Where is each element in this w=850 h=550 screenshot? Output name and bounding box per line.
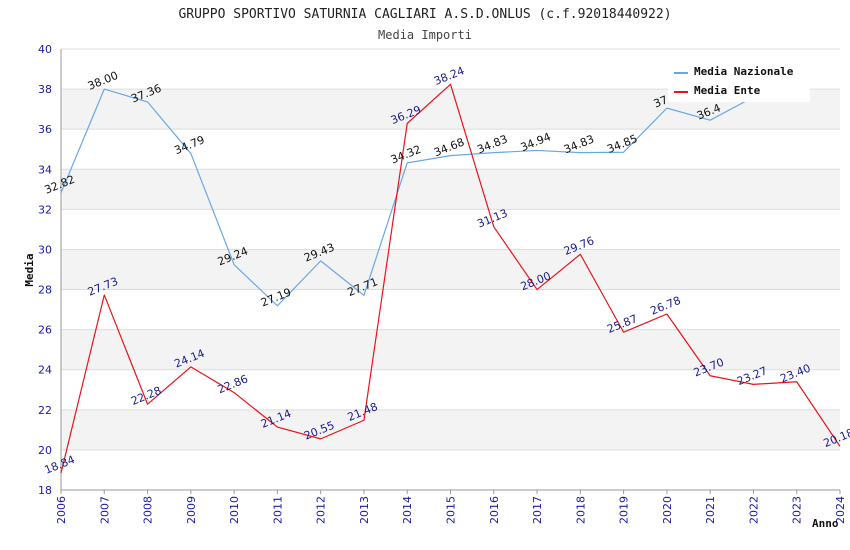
x-tick-2022: 2022 [747, 496, 760, 524]
y-tick-18: 18 [38, 484, 52, 497]
chart-title: GRUPPO SPORTIVO SATURNIA CAGLIARI A.S.D.… [178, 7, 671, 22]
x-tick-2011: 2011 [271, 496, 284, 524]
series-line-media-ente [60, 83, 841, 474]
data-label-media-ente-2016: 31.13 [475, 207, 509, 231]
data-label-media-ente-2008: 22.28 [129, 384, 163, 408]
band-28 [61, 249, 840, 290]
y-tick-labels: 18 20 22 24 26 28 30 32 34 36 38 40 [38, 43, 52, 497]
y-tick-40: 40 [38, 43, 52, 56]
x-tick-2014: 2014 [401, 496, 414, 524]
y-axis-label: Media [23, 253, 36, 286]
y-tick-38: 38 [38, 83, 52, 96]
legend-box [668, 60, 810, 102]
band-20 [61, 409, 840, 450]
x-tick-2016: 2016 [488, 496, 501, 524]
x-tick-2015: 2015 [445, 496, 458, 524]
y-tick-22: 22 [38, 404, 52, 417]
x-tick-2010: 2010 [228, 496, 241, 524]
y-tick-24: 24 [38, 364, 52, 377]
x-tick-2019: 2019 [618, 496, 631, 524]
y-tick-26: 26 [38, 324, 52, 337]
x-tick-2024: 2024 [834, 496, 847, 524]
x-tick-2021: 2021 [704, 496, 717, 524]
chart-subtitle: Media Importi [378, 28, 472, 42]
x-tick-2007: 2007 [98, 496, 111, 524]
data-label-media-ente-2015: 38.24 [432, 64, 466, 88]
x-tick-2017: 2017 [531, 496, 544, 524]
gridlines [61, 48, 840, 491]
y-tick-36: 36 [38, 123, 52, 136]
x-tick-2008: 2008 [142, 496, 155, 524]
y-tick-28: 28 [38, 284, 52, 297]
series-line-media-nazionale [60, 88, 754, 307]
x-tick-2009: 2009 [185, 496, 198, 524]
legend-label-media-nazionale: Media Nazionale [694, 65, 794, 78]
legend: Media Nazionale Media Ente [668, 60, 810, 102]
x-axis-label: Anno [812, 517, 839, 530]
x-tick-labels: 2006 2007 2008 2009 2010 2011 2012 2013 2014 2015… [55, 490, 847, 524]
y-tick-34: 34 [38, 163, 52, 176]
band-32 [61, 169, 840, 210]
data-label-media-nazionale-2014: 34.32 [389, 143, 423, 167]
x-tick-2013: 2013 [358, 496, 371, 524]
x-tick-2018: 2018 [574, 496, 587, 524]
series-lines [60, 83, 841, 474]
legend-label-media-ente: Media Ente [694, 84, 761, 97]
y-tick-20: 20 [38, 444, 52, 457]
x-tick-2012: 2012 [315, 496, 328, 524]
background-bands [61, 89, 840, 450]
data-label-media-ente-2010: 22.86 [216, 372, 250, 396]
x-tick-2023: 2023 [791, 496, 804, 524]
y-tick-30: 30 [38, 243, 52, 256]
band-24 [61, 329, 840, 370]
y-tick-32: 32 [38, 203, 52, 216]
x-tick-2020: 2020 [661, 496, 674, 524]
x-tick-2006: 2006 [55, 496, 68, 524]
